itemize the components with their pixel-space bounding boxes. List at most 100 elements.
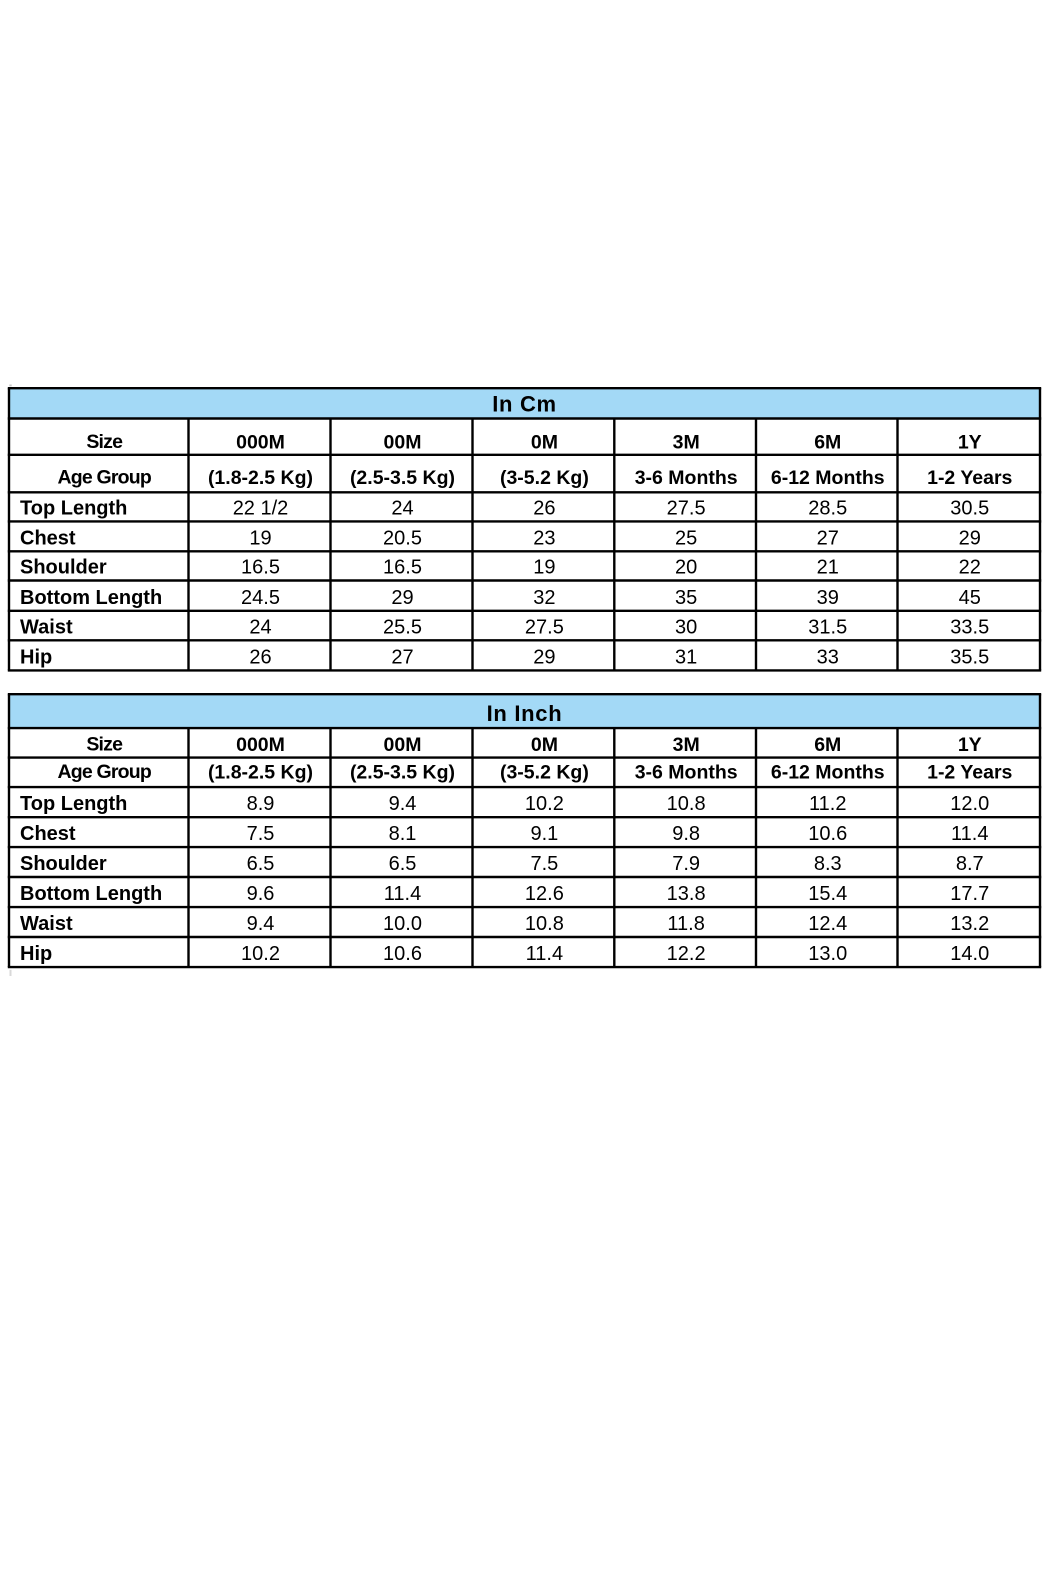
svg-text:Chest: Chest <box>20 823 76 845</box>
svg-text:3-6 Months: 3-6 Months <box>635 762 738 784</box>
svg-text:10.6: 10.6 <box>383 943 422 965</box>
svg-text:3M: 3M <box>673 734 700 756</box>
svg-text:1-2 Years: 1-2 Years <box>927 762 1012 784</box>
svg-text:9.4: 9.4 <box>389 793 417 815</box>
svg-text:(3-5.2 Kg): (3-5.2 Kg) <box>500 762 589 784</box>
svg-text:Hip: Hip <box>20 943 52 965</box>
svg-text:10.2: 10.2 <box>525 793 564 815</box>
svg-text:33.5: 33.5 <box>950 616 989 638</box>
svg-text:27.5: 27.5 <box>525 616 564 638</box>
svg-text:6-12 Months: 6-12 Months <box>771 467 885 489</box>
svg-text:0M: 0M <box>531 431 558 453</box>
svg-text:25: 25 <box>675 527 697 549</box>
svg-text:1Y: 1Y <box>958 431 982 453</box>
svg-text:Waist: Waist <box>20 913 73 935</box>
svg-text:Bottom Length: Bottom Length <box>20 587 162 609</box>
svg-text:19: 19 <box>533 557 555 579</box>
svg-text:26: 26 <box>249 646 271 668</box>
svg-text:10.6: 10.6 <box>808 823 847 845</box>
svg-text:8.9: 8.9 <box>247 793 275 815</box>
svg-text:12.2: 12.2 <box>667 943 706 965</box>
svg-text:In Inch: In Inch <box>487 701 563 726</box>
svg-text:00M: 00M <box>384 431 422 453</box>
svg-text:29: 29 <box>959 527 981 549</box>
svg-text:27: 27 <box>817 527 839 549</box>
svg-text:16.5: 16.5 <box>241 557 280 579</box>
svg-text:20.5: 20.5 <box>383 527 422 549</box>
svg-text:13.2: 13.2 <box>950 913 989 935</box>
svg-text:24.5: 24.5 <box>241 587 280 609</box>
svg-text:22 1/2: 22 1/2 <box>233 497 289 519</box>
svg-text:12.4: 12.4 <box>808 913 847 935</box>
svg-text:6M: 6M <box>814 431 841 453</box>
svg-text:19: 19 <box>249 527 271 549</box>
svg-text:000M: 000M <box>236 431 285 453</box>
svg-text:3-6 Months: 3-6 Months <box>635 467 738 489</box>
svg-text:23: 23 <box>533 527 555 549</box>
svg-text:20: 20 <box>675 557 697 579</box>
svg-text:7.9: 7.9 <box>672 853 700 875</box>
svg-text:9.1: 9.1 <box>530 823 558 845</box>
svg-text:10.2: 10.2 <box>241 943 280 965</box>
svg-text:Bottom Length: Bottom Length <box>20 883 162 905</box>
svg-text:8.7: 8.7 <box>956 853 984 875</box>
svg-text:10.0: 10.0 <box>383 913 422 935</box>
svg-text:9.6: 9.6 <box>247 883 275 905</box>
svg-text:Top Length: Top Length <box>20 793 127 815</box>
svg-text:12.6: 12.6 <box>525 883 564 905</box>
svg-text:Hip: Hip <box>20 646 52 668</box>
svg-text:Shoulder: Shoulder <box>20 853 107 875</box>
svg-text:16.5: 16.5 <box>383 557 422 579</box>
svg-text:35: 35 <box>675 587 697 609</box>
svg-text:9.8: 9.8 <box>672 823 700 845</box>
svg-text:3M: 3M <box>673 431 700 453</box>
svg-text:0M: 0M <box>531 734 558 756</box>
svg-text:6.5: 6.5 <box>389 853 417 875</box>
svg-text:6-12 Months: 6-12 Months <box>771 762 885 784</box>
svg-text:17.7: 17.7 <box>950 883 989 905</box>
svg-text:26: 26 <box>533 497 555 519</box>
svg-text:11.4: 11.4 <box>526 943 563 965</box>
svg-text:(3-5.2 Kg): (3-5.2 Kg) <box>500 467 589 489</box>
svg-text:Age Group: Age Group <box>57 466 151 488</box>
svg-text:8.3: 8.3 <box>814 853 842 875</box>
svg-text:Shoulder: Shoulder <box>20 557 107 579</box>
svg-text:11.4: 11.4 <box>384 883 421 905</box>
svg-text:22: 22 <box>959 557 981 579</box>
svg-text:32: 32 <box>533 587 555 609</box>
svg-text:21: 21 <box>817 557 839 579</box>
svg-text:(2.5-3.5 Kg): (2.5-3.5 Kg) <box>350 467 455 489</box>
svg-text:Age Group: Age Group <box>57 761 151 783</box>
svg-text:7.5: 7.5 <box>530 853 558 875</box>
svg-text:30.5: 30.5 <box>950 497 989 519</box>
svg-text:6.5: 6.5 <box>247 853 275 875</box>
svg-text:14.0: 14.0 <box>950 943 989 965</box>
svg-text:45: 45 <box>959 587 981 609</box>
svg-text:00M: 00M <box>384 734 422 756</box>
svg-text:(1.8-2.5 Kg): (1.8-2.5 Kg) <box>208 762 313 784</box>
svg-text:35.5: 35.5 <box>950 646 989 668</box>
svg-text:11.8: 11.8 <box>667 913 704 935</box>
svg-text:25.5: 25.5 <box>383 616 422 638</box>
svg-text:10.8: 10.8 <box>525 913 564 935</box>
svg-text:15.4: 15.4 <box>808 883 847 905</box>
svg-text:(1.8-2.5 Kg): (1.8-2.5 Kg) <box>208 467 313 489</box>
svg-text:11.2: 11.2 <box>809 793 846 815</box>
svg-text:000M: 000M <box>236 734 285 756</box>
svg-text:27.5: 27.5 <box>667 497 706 519</box>
svg-text:9.4: 9.4 <box>247 913 275 935</box>
svg-text:Waist: Waist <box>20 616 73 638</box>
svg-text:39: 39 <box>817 587 839 609</box>
svg-text:13.0: 13.0 <box>808 943 847 965</box>
svg-text:31: 31 <box>675 646 697 668</box>
svg-text:31.5: 31.5 <box>808 616 847 638</box>
svg-text:6M: 6M <box>814 734 841 756</box>
svg-text:Size: Size <box>86 734 123 756</box>
svg-text:(2.5-3.5 Kg): (2.5-3.5 Kg) <box>350 762 455 784</box>
svg-text:12.0: 12.0 <box>950 793 989 815</box>
svg-text:7.5: 7.5 <box>247 823 275 845</box>
svg-text:33: 33 <box>817 646 839 668</box>
svg-text:24: 24 <box>391 497 413 519</box>
svg-text:11.4: 11.4 <box>951 823 988 845</box>
svg-text:1-2 Years: 1-2 Years <box>927 467 1012 489</box>
